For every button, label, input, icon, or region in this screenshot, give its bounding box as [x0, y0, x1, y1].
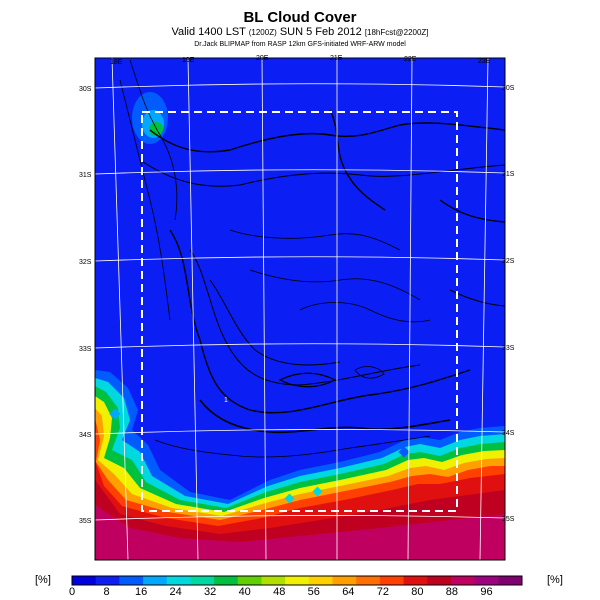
- lon-label-top: 20E: [256, 55, 269, 62]
- colorbar-tick-label: 8: [103, 586, 109, 598]
- lat-label-right: 30S: [502, 85, 515, 92]
- colorbar-tick-label: 56: [308, 586, 320, 598]
- lat-label-right: 32S: [502, 258, 515, 265]
- lon-label-bottom: 20E: [260, 561, 273, 568]
- lat-label-left: 32S: [79, 259, 92, 266]
- lon-label-bottom: 18E: [120, 563, 133, 570]
- colorbar-swatch: [309, 576, 333, 585]
- colorbar: [72, 576, 523, 585]
- colorbar-swatch: [190, 576, 214, 585]
- lat-label-left: 34S: [79, 432, 92, 439]
- lat-label-right: 31S: [502, 171, 515, 178]
- colorbar-swatch: [143, 576, 167, 585]
- lat-label-left: 35S: [79, 518, 92, 525]
- lon-label-top: 23E: [478, 58, 491, 65]
- colorbar-swatch: [404, 576, 428, 585]
- colorbar-swatch: [498, 576, 522, 585]
- colorbar-tick-label: 64: [342, 586, 354, 598]
- lon-label-top: 18E: [110, 59, 123, 66]
- colorbar-tick-label: 32: [204, 586, 216, 598]
- contour-value-label: 1: [224, 397, 228, 404]
- colorbar-swatch: [333, 576, 357, 585]
- colorbar-tick-label: 40: [239, 586, 251, 598]
- lon-label-bottom: 21E: [331, 561, 344, 568]
- colorbar-swatch: [214, 576, 238, 585]
- colorbar-tick-label: 88: [446, 586, 458, 598]
- lat-label-right: 34S: [502, 430, 515, 437]
- colorbar-tick-label: 24: [169, 586, 181, 598]
- colorbar-unit-left: [%]: [35, 574, 51, 586]
- colorbar-swatch: [427, 576, 451, 585]
- lon-label-top: 21E: [330, 55, 343, 62]
- colorbar-swatch: [238, 576, 262, 585]
- colorbar-swatch: [451, 576, 475, 585]
- colorbar-swatch: [356, 576, 380, 585]
- terrain-contour-note: Terrain contours: 500 ft: [398, 560, 490, 570]
- colorbar-swatch: [167, 576, 191, 585]
- colorbar-tick-label: 48: [273, 586, 285, 598]
- colorbar-swatch: [72, 576, 96, 585]
- lon-label-top: 22E: [404, 56, 417, 63]
- colorbar-unit-right: [%]: [547, 574, 563, 586]
- colorbar-swatch: [119, 576, 143, 585]
- colorbar-swatch: [475, 576, 499, 585]
- lon-label-top: 19E: [182, 57, 195, 64]
- colorbar-tick-label: 0: [69, 586, 75, 598]
- lon-label-bottom: 19E: [192, 561, 205, 568]
- colorbar-tick-label: 96: [480, 586, 492, 598]
- lat-label-right: 35S: [502, 516, 515, 523]
- cloud-field: [95, 58, 505, 560]
- lat-label-left: 33S: [79, 346, 92, 353]
- colorbar-tick-label: 16: [135, 586, 147, 598]
- colorbar-swatch: [96, 576, 120, 585]
- lat-label-left: 30S: [79, 86, 92, 93]
- lat-label-right: 33S: [502, 345, 515, 352]
- colorbar-tick-label: 72: [377, 586, 389, 598]
- colorbar-swatch: [261, 576, 285, 585]
- colorbar-swatch: [285, 576, 309, 585]
- colorbar-tick-label: 80: [411, 586, 423, 598]
- colorbar-swatch: [380, 576, 404, 585]
- colorbar-ticks: 0 8 16 24 32 40 48 56 64 72 80 88 96: [69, 586, 493, 598]
- lat-label-left: 31S: [79, 172, 92, 179]
